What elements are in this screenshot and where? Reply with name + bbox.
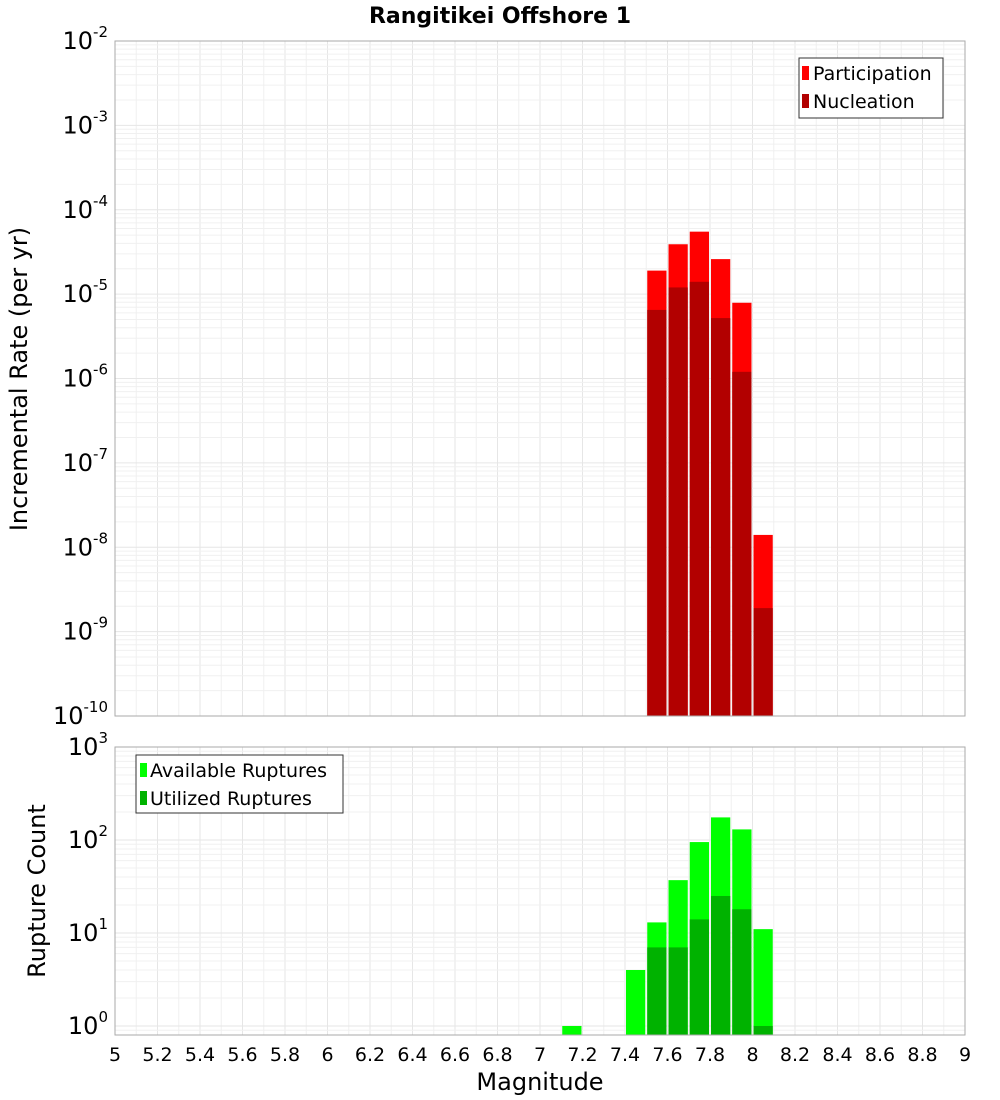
top-plot-grid: [114, 40, 966, 717]
bar-available-ruptures-8.05: [753, 929, 773, 1035]
bottom-y-tick-label: 103: [68, 729, 108, 761]
legend-swatch-utilized-ruptures: [140, 791, 147, 805]
top-y-tick-label: 10-5: [62, 276, 108, 308]
bottom-legend-box: [135, 754, 344, 814]
x-tick-label: 5.6: [227, 1044, 257, 1066]
x-tick-label: 6: [321, 1044, 333, 1066]
top-y-tick-label: 10-8: [62, 529, 108, 561]
x-tick-label: 9: [959, 1044, 971, 1066]
legend-swatch-available-ruptures: [140, 763, 147, 777]
legend-label-participation: Participation: [813, 63, 932, 85]
bar-nucleation-7.85: [711, 318, 731, 716]
top-plot-frame: [114, 40, 966, 717]
bottom-plot-bars: [562, 817, 773, 1035]
top-y-axis-label: Incremental Rate (per yr): [5, 227, 33, 531]
x-tick-label: 8.2: [780, 1044, 810, 1066]
chart-title: Rangitikei Offshore 1: [369, 4, 631, 29]
x-tick-label: 8: [746, 1044, 758, 1066]
top-y-tick-label: 10-7: [62, 445, 108, 477]
legend-swatch-nucleation: [802, 94, 809, 108]
x-axis-label: Magnitude: [476, 1068, 603, 1096]
top-y-tick-label: 10-9: [62, 614, 108, 646]
x-tick-labels: 5 5.2 5.4 5.6 5.8 6 6.2 6.4 6.6 6.8 7 7.2 7.4 7.6 7.8 8…: [109, 1044, 971, 1066]
top-y-tick-label: 10-4: [62, 192, 108, 224]
x-tick-label: 7.8: [695, 1044, 725, 1066]
bar-utilized-ruptures-7.95: [732, 909, 752, 1035]
top-plot-bars: [647, 231, 773, 717]
bottom-plot-frame: [114, 746, 966, 1036]
bottom-y-axis-label: Rupture Count: [23, 804, 51, 978]
legend-swatch-participation: [802, 66, 809, 80]
x-tick-label: 5.8: [270, 1044, 300, 1066]
top-y-tick-labels: 10-10 10-9 10-8 10-7 10-6 10-5 10-4 10-3 10-2: [53, 23, 108, 730]
bar-nucleation-7.75: [689, 281, 709, 716]
bar-nucleation-7.55: [647, 309, 667, 716]
legend-label-available-ruptures: Available Ruptures: [150, 760, 327, 782]
x-tick-label: 7: [534, 1044, 546, 1066]
x-tick-label: 7.2: [567, 1044, 597, 1066]
bar-nucleation-7.95: [732, 371, 752, 716]
top-legend: Participation Nucleation: [798, 57, 944, 119]
bar-utilized-ruptures-7.75: [689, 919, 709, 1035]
bar-available-ruptures-7.45: [626, 969, 646, 1035]
legend-label-utilized-ruptures: Utilized Ruptures: [150, 788, 312, 810]
bar-utilized-ruptures-7.55: [647, 947, 667, 1035]
x-tick-label: 5.2: [142, 1044, 172, 1066]
top-y-tick-label: 10-2: [62, 23, 108, 55]
bottom-legend: Available Ruptures Utilized Ruptures: [135, 754, 344, 814]
x-tick-label: 5: [109, 1044, 121, 1066]
bar-utilized-ruptures-7.65: [668, 947, 688, 1035]
x-tick-label: 7.4: [610, 1044, 640, 1066]
x-tick-label: 5.4: [185, 1044, 215, 1066]
bottom-y-tick-labels: 100 101 102 103: [68, 729, 108, 1040]
x-tick-label: 6.2: [355, 1044, 385, 1066]
x-tick-label: 8.4: [822, 1044, 852, 1066]
legend-label-nucleation: Nucleation: [813, 91, 915, 113]
x-tick-label: 8.6: [865, 1044, 895, 1066]
bar-available-ruptures-7.15: [562, 1025, 582, 1035]
x-tick-label: 8.8: [907, 1044, 937, 1066]
bar-utilized-ruptures-8.05: [753, 1025, 773, 1035]
top-y-tick-label: 10-3: [62, 107, 108, 139]
x-tick-label: 6.4: [397, 1044, 427, 1066]
bottom-y-tick-label: 100: [68, 1008, 108, 1040]
x-tick-label: 7.6: [652, 1044, 682, 1066]
bottom-y-tick-label: 102: [68, 822, 108, 854]
top-legend-box: [798, 57, 944, 119]
bar-nucleation-8.05: [753, 608, 773, 716]
bottom-y-tick-label: 101: [68, 915, 108, 947]
bar-utilized-ruptures-7.85: [711, 895, 731, 1035]
bar-nucleation-7.65: [668, 287, 688, 716]
top-y-tick-label: 10-6: [62, 361, 108, 393]
x-tick-label: 6.8: [482, 1044, 512, 1066]
x-tick-label: 6.6: [440, 1044, 470, 1066]
top-y-tick-label: 10-10: [53, 698, 108, 730]
